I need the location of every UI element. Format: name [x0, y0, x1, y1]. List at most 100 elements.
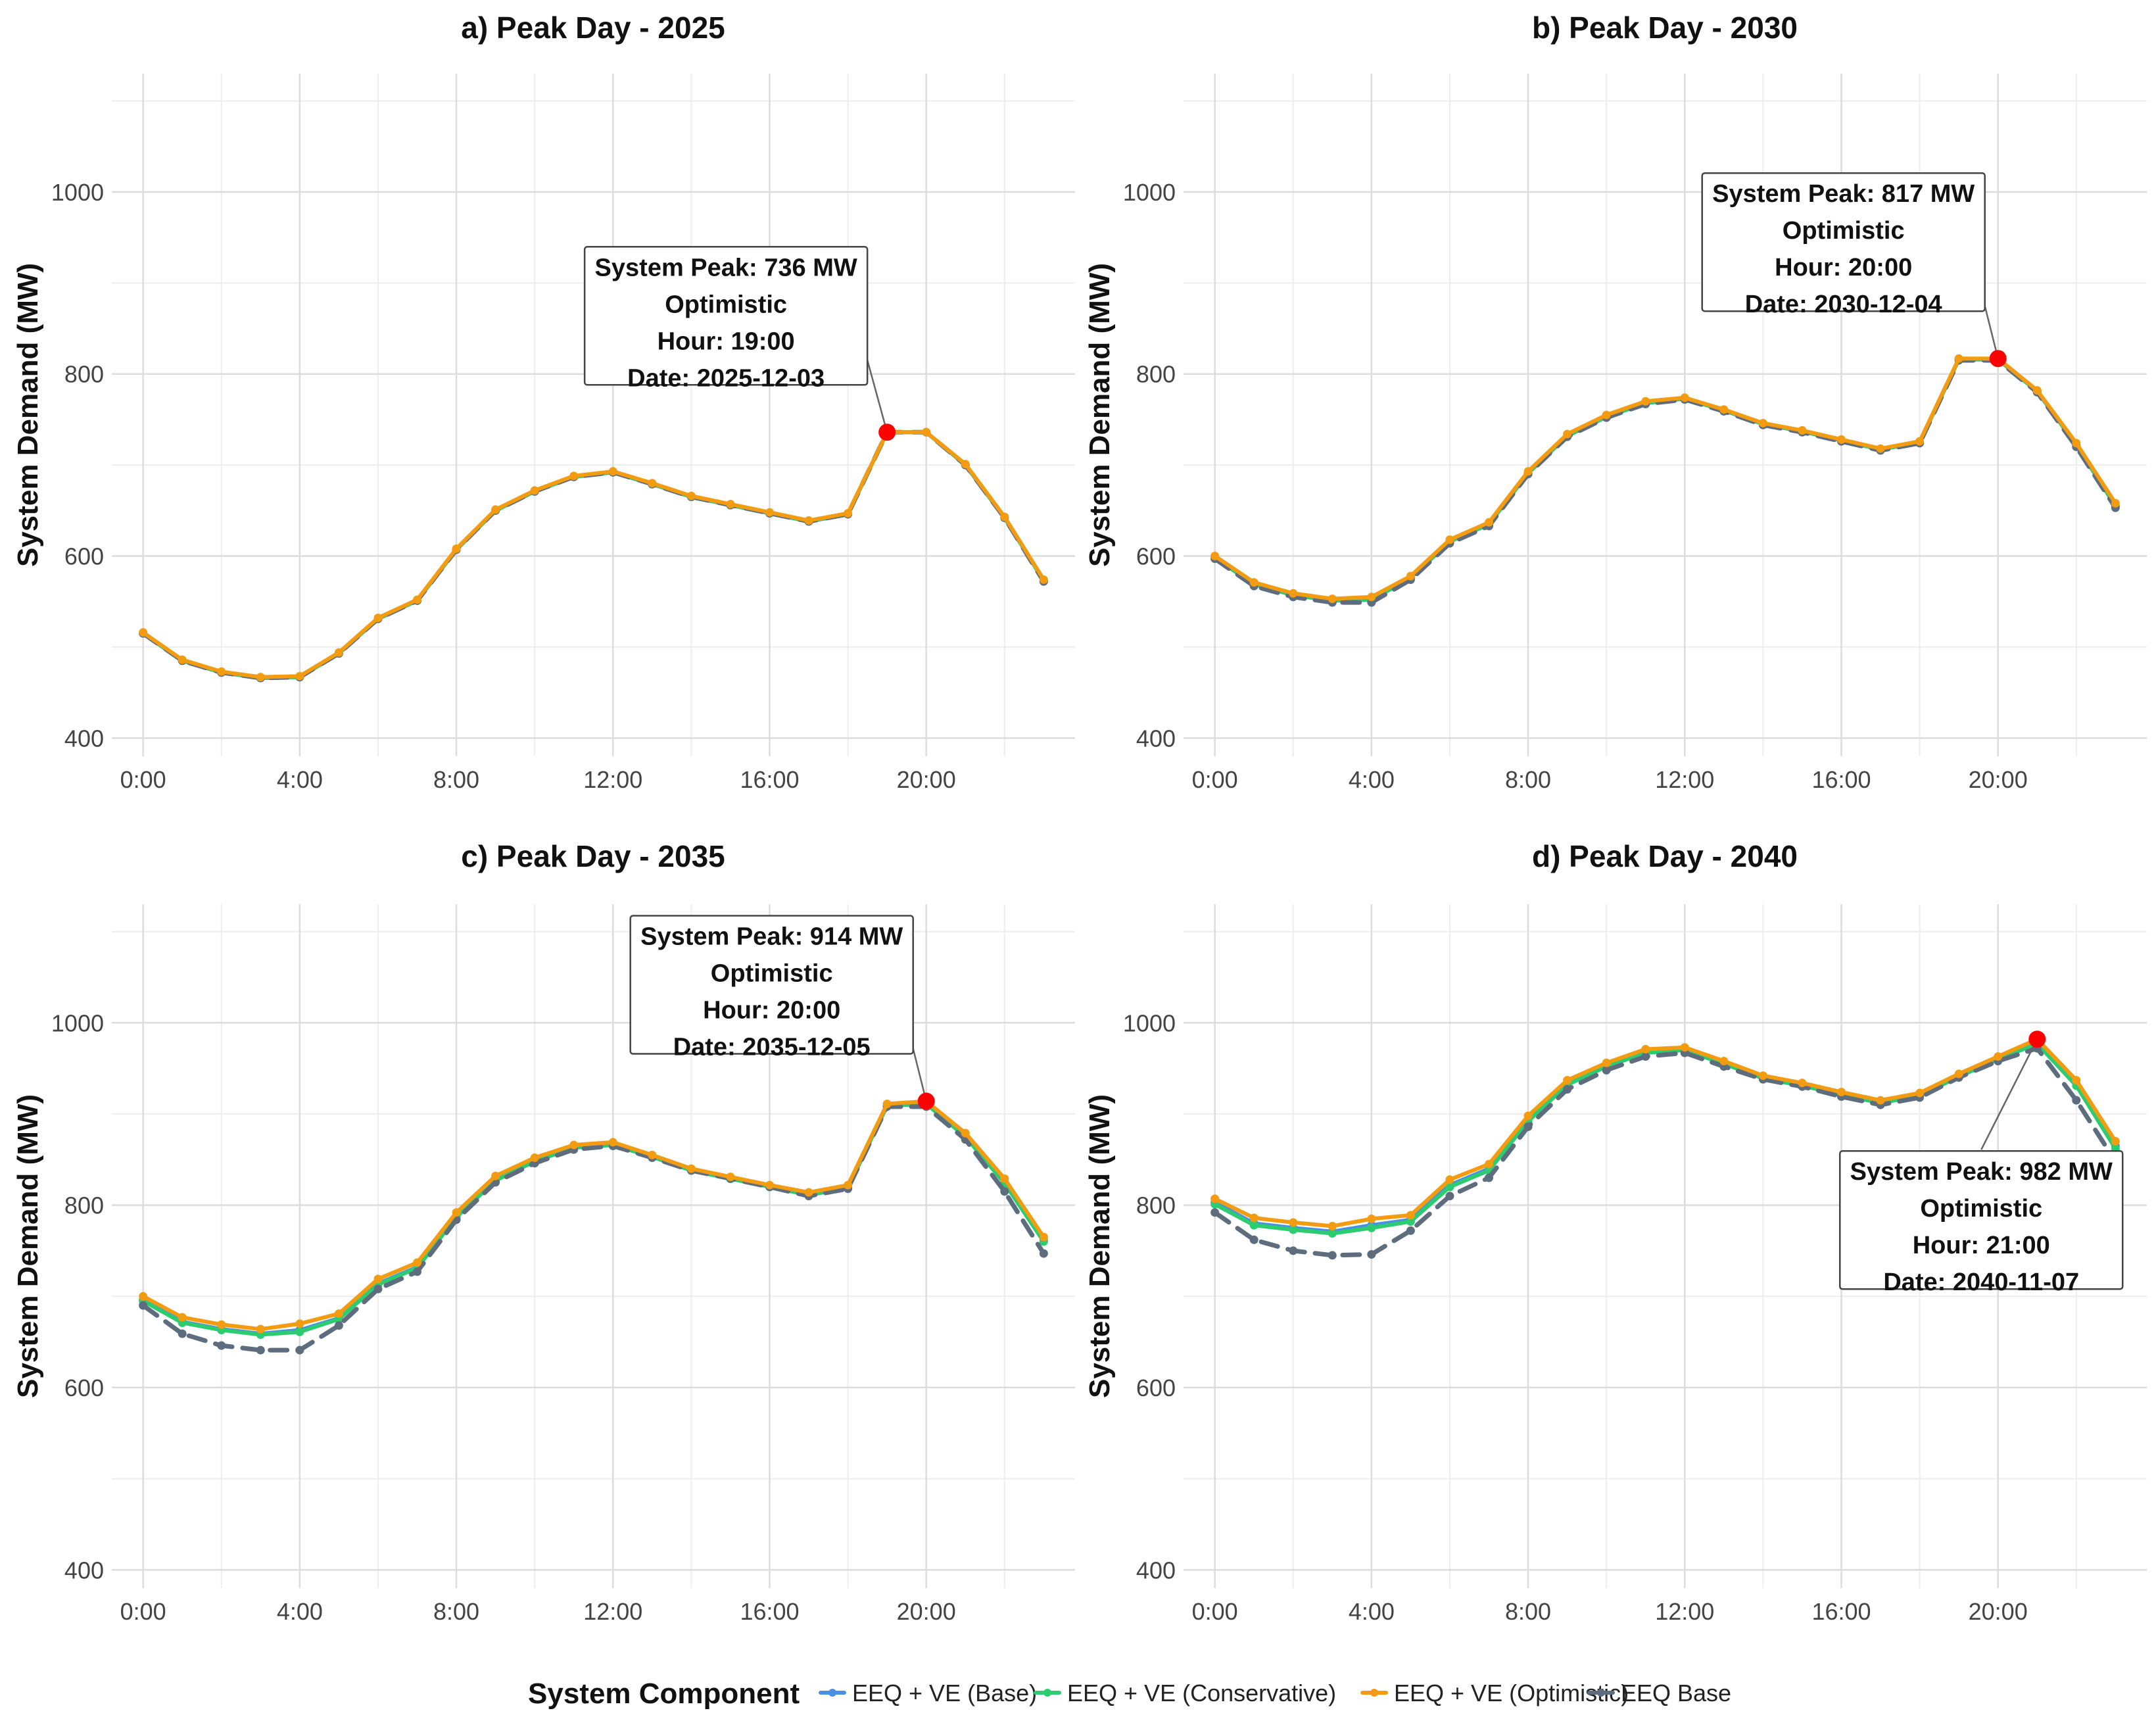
data-point-eeq-ve-optimistic [413, 595, 422, 604]
data-point-eeq-ve-conservative [295, 1327, 304, 1336]
data-point-eeq-ve-optimistic [491, 505, 500, 514]
data-point-eeq-ve-optimistic [1954, 354, 1963, 363]
y-tick-label: 400 [64, 1557, 104, 1584]
x-tick-label: 4:00 [1349, 1598, 1395, 1625]
data-point-eeq-ve-optimistic [530, 486, 539, 495]
data-point-eeq-base [1563, 1084, 1572, 1094]
data-point-eeq-base [217, 1341, 226, 1350]
data-point-eeq-base [1641, 1052, 1650, 1061]
data-point-eeq-ve-optimistic [1954, 1069, 1963, 1078]
data-point-eeq-ve-optimistic [882, 1100, 892, 1109]
legend-swatch-dot [1597, 1689, 1605, 1697]
data-point-eeq-ve-optimistic [922, 427, 931, 437]
y-axis-label: System Demand (MW) [12, 1094, 44, 1398]
data-point-eeq-ve-optimistic [1445, 1175, 1454, 1184]
data-point-eeq-ve-optimistic [1758, 1071, 1767, 1080]
series-line-eeq-ve-optimistic [1212, 356, 2118, 601]
data-point-eeq-ve-optimistic [844, 1180, 853, 1190]
data-point-eeq-ve-conservative [1445, 1182, 1454, 1192]
legend-swatch-dot [828, 1689, 836, 1697]
panel-title: c) Peak Day - 2035 [461, 839, 725, 873]
data-point-eeq-ve-optimistic [569, 472, 579, 481]
data-point-eeq-base [1328, 1251, 1337, 1260]
y-axis-label: System Demand (MW) [1084, 1094, 1116, 1398]
series-line-eeq-ve-optimistic [1212, 1037, 2118, 1228]
data-point-eeq-ve-optimistic [1563, 429, 1572, 439]
data-point-eeq-base [1602, 1065, 1611, 1075]
data-point-eeq-ve-optimistic [139, 1292, 148, 1301]
data-point-eeq-ve-conservative [1406, 1217, 1415, 1226]
legend-title: System Component [528, 1678, 800, 1710]
data-point-eeq-ve-optimistic [1485, 1159, 1494, 1169]
data-point-eeq-ve-optimistic [1406, 571, 1415, 581]
x-tick-label: 12:00 [1655, 766, 1714, 793]
data-point-eeq-ve-optimistic [961, 460, 970, 469]
annotation-line: Optimistic [1920, 1195, 2042, 1223]
annotation-box [1701, 172, 1986, 312]
data-point-eeq-ve-optimistic [1602, 410, 1611, 420]
y-tick-label: 400 [64, 725, 104, 752]
data-point-eeq-ve-optimistic [686, 491, 696, 500]
data-point-eeq-ve-optimistic [1680, 1043, 1689, 1052]
series-line-eeq-ve-optimistic [141, 430, 1046, 679]
data-point-eeq-ve-optimistic [569, 1140, 579, 1150]
data-point-eeq-ve-optimistic [139, 628, 148, 637]
data-point-eeq-ve-optimistic [1406, 1211, 1415, 1220]
data-point-eeq-ve-optimistic [1039, 575, 1048, 585]
data-point-eeq-ve-optimistic [1563, 1076, 1572, 1085]
x-tick-label: 20:00 [897, 1598, 956, 1625]
y-tick-label: 800 [64, 361, 104, 388]
peak-marker [2028, 1030, 2046, 1048]
panel-title: d) Peak Day - 2040 [1532, 839, 1798, 873]
y-tick-label: 800 [1136, 1192, 1176, 1219]
series-line-eeq-base [1212, 1046, 2118, 1258]
panel-title: a) Peak Day - 2025 [461, 11, 725, 45]
x-tick-label: 8:00 [1505, 1598, 1551, 1625]
x-tick-label: 8:00 [433, 766, 479, 793]
data-point-eeq-ve-optimistic [1210, 1194, 1220, 1203]
data-point-eeq-ve-optimistic [2072, 439, 2081, 448]
x-tick-label: 12:00 [583, 1598, 642, 1625]
annotation-line: Optimistic [1783, 217, 1905, 245]
data-point-eeq-ve-optimistic [1915, 1088, 1925, 1098]
annotation-line: System Peak: 817 MW [1712, 180, 1975, 208]
x-tick-label: 20:00 [1969, 1598, 2028, 1625]
data-point-eeq-base [373, 1284, 383, 1294]
legend-item-label: EEQ Base [1621, 1680, 1731, 1707]
x-tick-label: 4:00 [1349, 766, 1395, 793]
annotation-line: Date: 2025-12-03 [627, 364, 825, 392]
peak-marker [878, 424, 896, 441]
annotation-line: Hour: 19:00 [658, 327, 795, 355]
x-tick-label: 20:00 [1969, 766, 2028, 793]
legend-item-label: EEQ + VE (Base) [852, 1680, 1037, 1707]
y-tick-label: 1000 [1123, 1009, 1176, 1036]
data-point-eeq-ve-optimistic [1680, 393, 1689, 402]
data-point-eeq-ve-optimistic [1836, 1088, 1846, 1097]
data-point-eeq-ve-optimistic [334, 648, 343, 657]
data-point-eeq-ve-optimistic [1798, 1078, 1807, 1088]
y-axis-label: System Demand (MW) [1084, 263, 1116, 567]
annotation-leader-line [1980, 1038, 2038, 1150]
data-point-eeq-ve-optimistic [295, 1319, 304, 1328]
legend-item-label: EEQ + VE (Conservative) [1067, 1680, 1336, 1707]
data-point-eeq-base [178, 1329, 187, 1338]
data-point-eeq-base [413, 1267, 422, 1276]
series-line-eeq-base [141, 1104, 1046, 1353]
data-point-eeq-ve-optimistic [1328, 1221, 1337, 1230]
data-point-eeq-ve-optimistic [1523, 467, 1533, 476]
data-point-eeq-ve-optimistic [334, 1309, 343, 1319]
data-point-eeq-ve-optimistic [1719, 1057, 1729, 1066]
data-point-eeq-ve-optimistic [178, 1313, 187, 1322]
y-tick-label: 800 [1136, 361, 1176, 388]
data-point-eeq-ve-optimistic [1249, 1213, 1258, 1223]
data-point-eeq-ve-optimistic [530, 1153, 539, 1162]
y-tick-label: 1000 [51, 179, 104, 206]
data-point-eeq-ve-optimistic [2072, 1076, 2081, 1085]
annotation-box [1839, 1150, 2124, 1290]
x-tick-label: 12:00 [583, 766, 642, 793]
x-tick-label: 0:00 [120, 1598, 166, 1625]
data-point-eeq-base [1523, 1122, 1533, 1131]
data-point-eeq-ve-optimistic [804, 516, 813, 525]
legend-swatch-dot [1043, 1689, 1051, 1697]
